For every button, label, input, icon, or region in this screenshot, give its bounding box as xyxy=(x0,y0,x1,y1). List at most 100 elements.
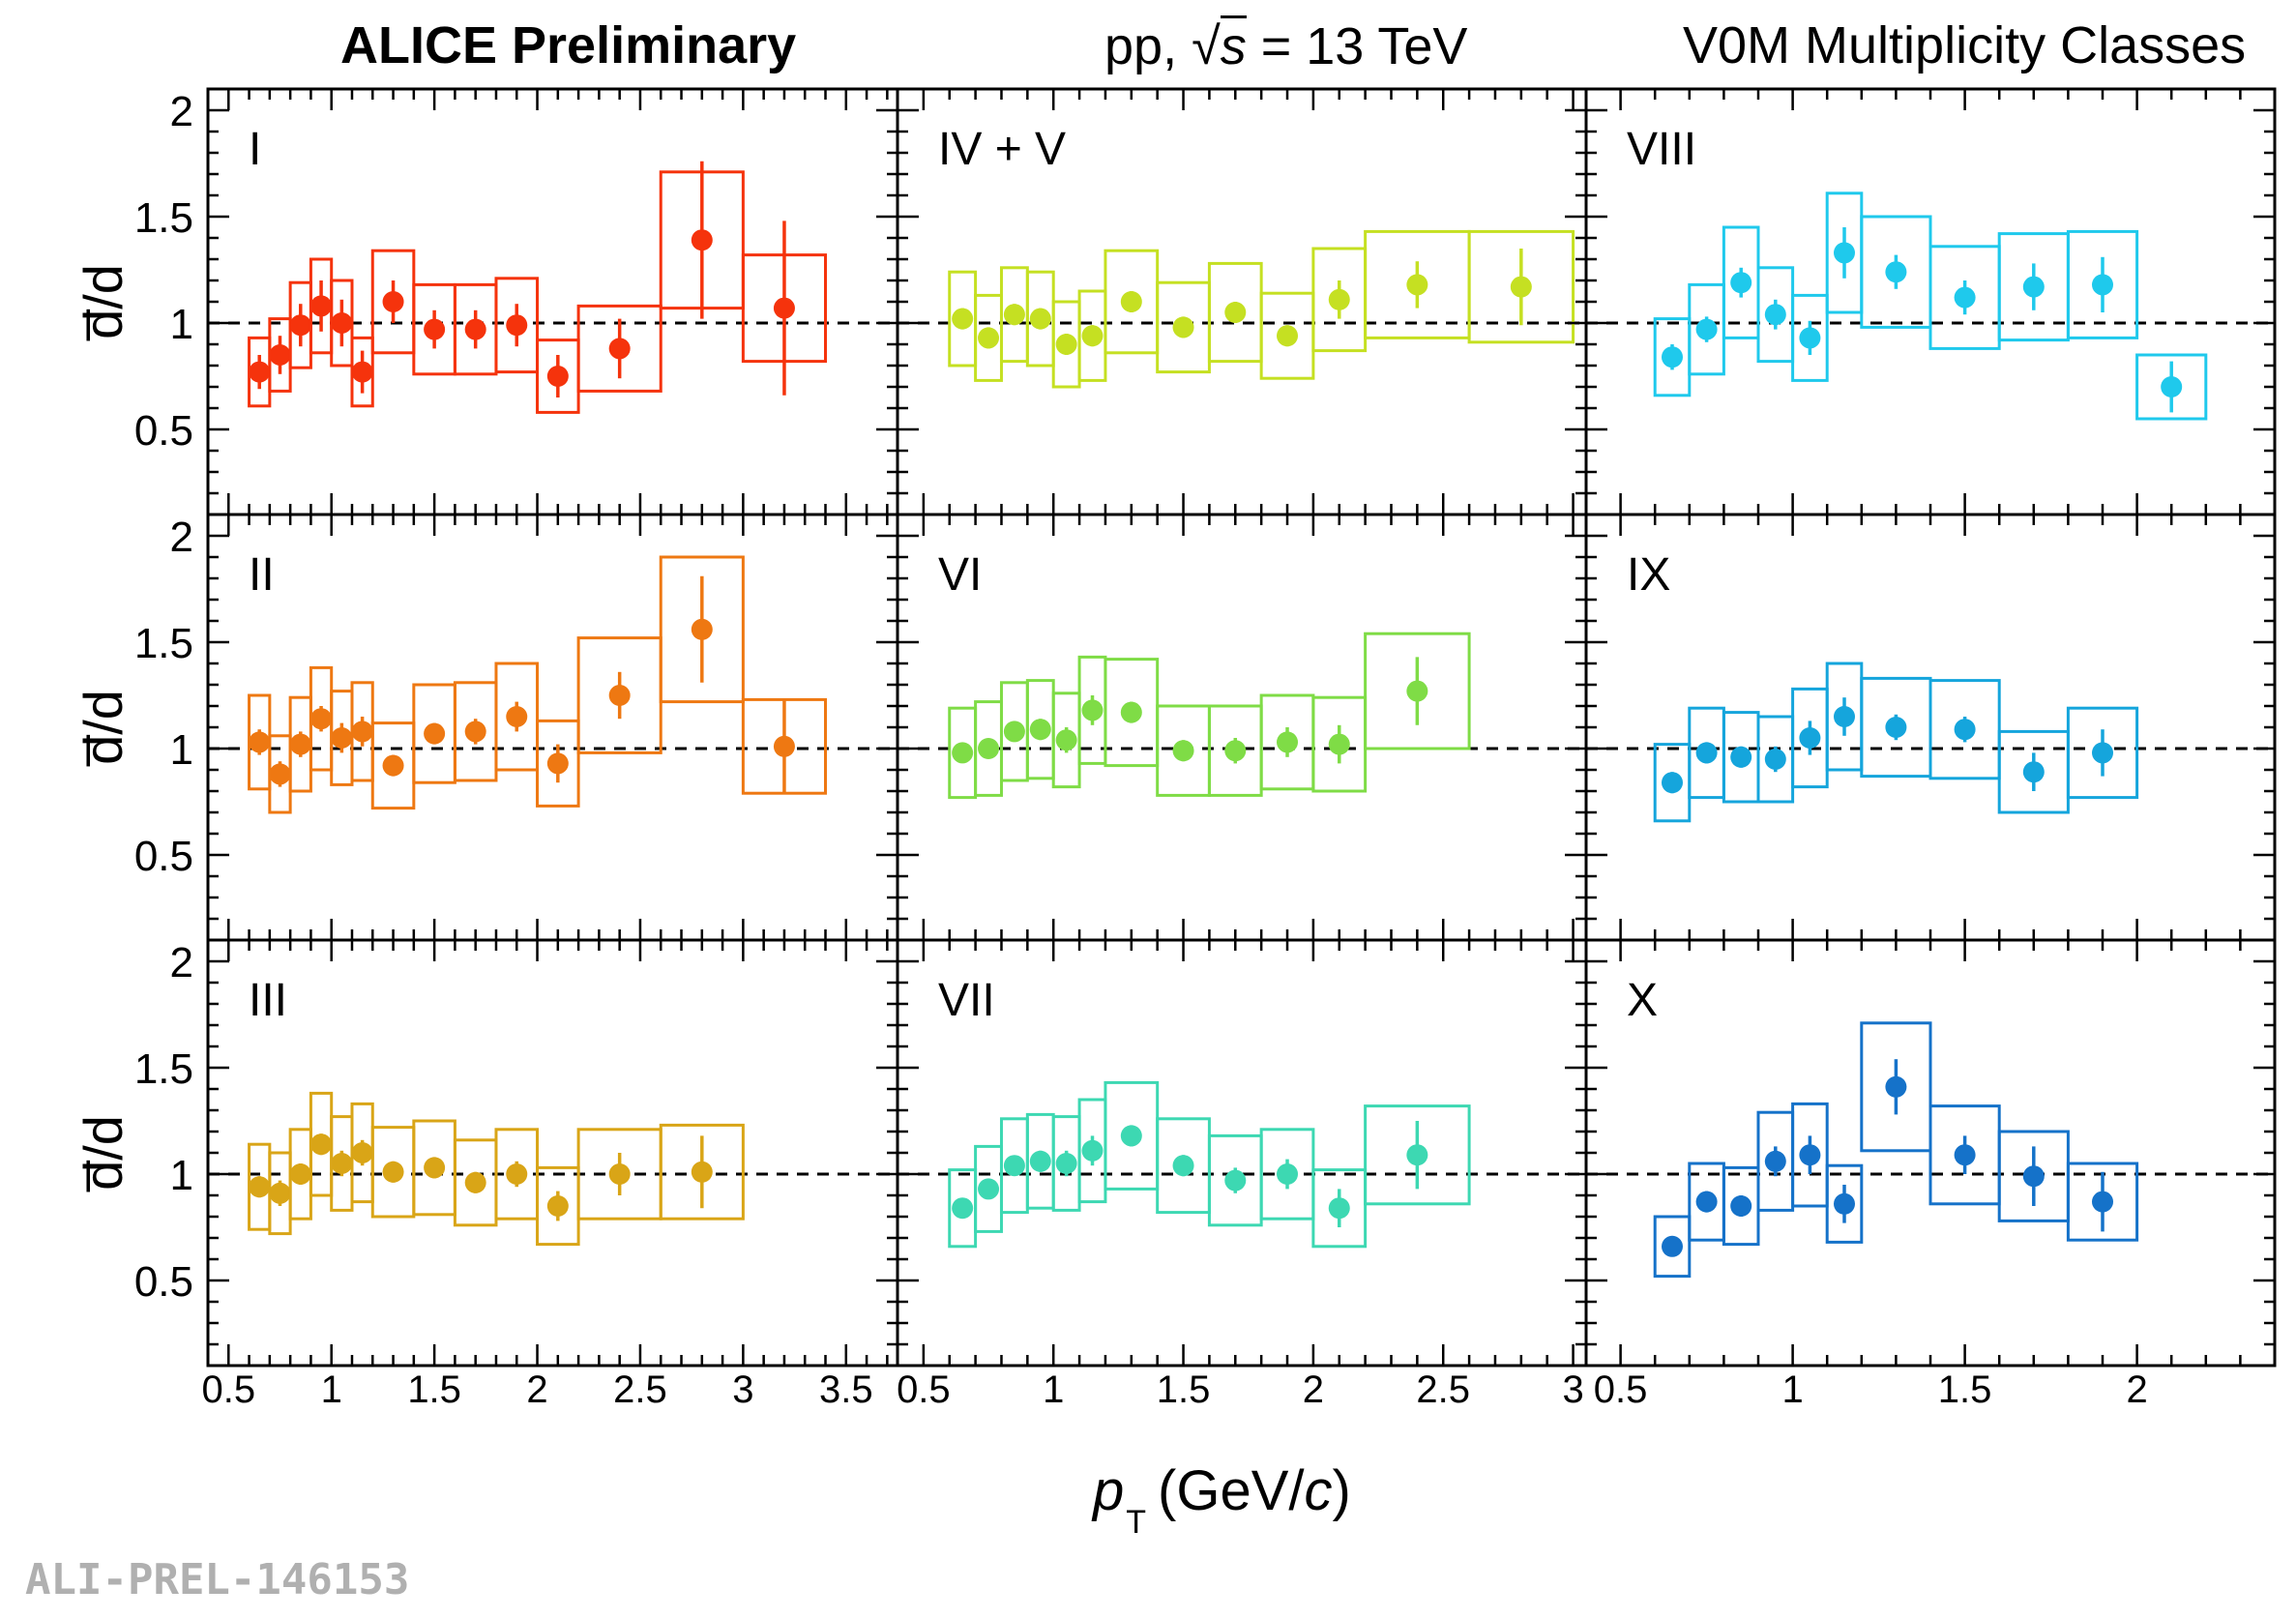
panel-ivv: IV + V xyxy=(898,124,1586,389)
systematic-box xyxy=(1825,1163,1864,1244)
panel-label: IX xyxy=(1627,549,1670,601)
data-point xyxy=(773,735,795,757)
data-point xyxy=(1885,261,1907,283)
data-point xyxy=(691,618,713,640)
data-point xyxy=(1764,1150,1786,1172)
data-point xyxy=(1695,1191,1718,1213)
data-point xyxy=(424,722,446,745)
y-tick-label: 1 xyxy=(170,301,193,348)
data-point xyxy=(1954,1144,1976,1166)
data-point xyxy=(608,1163,631,1185)
data-point xyxy=(506,1163,528,1185)
data-point xyxy=(1662,772,1683,794)
data-point xyxy=(1277,1163,1299,1185)
y-tick-label: 0.5 xyxy=(134,1258,193,1306)
data-point xyxy=(506,314,528,337)
y-tick-label: 1 xyxy=(170,1152,193,1199)
systematic-box xyxy=(1364,632,1471,750)
x-tick-label: 1.5 xyxy=(407,1368,461,1411)
data-point xyxy=(1406,1144,1428,1166)
data-point xyxy=(1954,286,1976,309)
data-point xyxy=(1885,1075,1907,1098)
data-point xyxy=(1224,1169,1247,1191)
data-point xyxy=(691,229,713,251)
data-point xyxy=(2092,1191,2113,1213)
data-point xyxy=(331,1153,353,1174)
data-point xyxy=(1328,733,1350,755)
data-point xyxy=(310,708,333,730)
header-pp: pp, xyxy=(1104,17,1178,75)
data-point xyxy=(1510,276,1532,298)
data-point xyxy=(1081,1139,1104,1162)
data-point xyxy=(249,1176,271,1198)
x-tick-label: 3 xyxy=(1562,1368,1583,1411)
systematic-box xyxy=(576,304,662,393)
systematic-box xyxy=(1791,293,1829,382)
x-axis-label-sub: T xyxy=(1126,1504,1147,1541)
data-point xyxy=(546,752,569,775)
header-sqrt-s: s xyxy=(1220,15,1247,75)
data-point xyxy=(1730,746,1752,768)
x-tick-label: 1 xyxy=(321,1368,342,1411)
systematic-box xyxy=(1860,1021,1932,1153)
data-point xyxy=(1885,717,1907,738)
data-point xyxy=(382,1161,404,1183)
data-point xyxy=(1954,719,1976,741)
data-point xyxy=(351,721,373,743)
systematic-box xyxy=(536,719,580,808)
systematic-box xyxy=(1791,1102,1829,1208)
y-tick-label: 0.5 xyxy=(134,407,193,455)
y-tick-label: 1 xyxy=(170,726,193,774)
data-point xyxy=(952,1197,974,1220)
data-point xyxy=(331,312,353,334)
data-point xyxy=(2022,1165,2045,1188)
x-tick-label: 1 xyxy=(1043,1368,1064,1411)
y-tick-label: 1.5 xyxy=(134,1045,193,1093)
data-point xyxy=(249,361,271,383)
data-point xyxy=(464,1171,486,1193)
panel-label: VIII xyxy=(1627,124,1696,175)
data-point xyxy=(1799,1144,1821,1166)
data-point xyxy=(1055,334,1077,355)
data-point xyxy=(1799,727,1821,749)
data-point xyxy=(952,742,974,764)
panel-label: VI xyxy=(938,549,982,601)
data-point xyxy=(2092,274,2113,296)
data-point xyxy=(1834,1192,1855,1215)
data-point xyxy=(1764,304,1786,326)
x-tick-label: 2 xyxy=(1303,1368,1324,1411)
data-point xyxy=(1695,742,1718,764)
data-point xyxy=(978,738,1000,759)
systematic-box xyxy=(1653,1215,1692,1279)
systematic-box xyxy=(1467,229,1575,344)
systematic-box xyxy=(2066,1162,2139,1242)
data-point xyxy=(424,318,446,340)
data-point xyxy=(1764,749,1786,770)
x-axis-label-p: p xyxy=(1093,1459,1125,1522)
header-alice-preliminary: ALICE Preliminary xyxy=(340,16,797,74)
data-point xyxy=(249,731,271,753)
data-point xyxy=(1328,288,1350,310)
data-point xyxy=(1834,242,1855,264)
panel-ix: IX xyxy=(1586,549,2275,823)
data-point xyxy=(506,706,528,727)
data-point xyxy=(691,1161,713,1183)
x-tick-label: 2 xyxy=(526,1368,547,1411)
x-tick-label: 1.5 xyxy=(1938,1368,1992,1411)
data-point xyxy=(1730,1195,1752,1217)
x-tick-label: 0.5 xyxy=(897,1368,951,1411)
systematic-box xyxy=(659,1123,745,1221)
data-point xyxy=(331,727,353,749)
systematic-box xyxy=(2066,229,2139,339)
data-point xyxy=(1224,740,1247,762)
data-point xyxy=(608,338,631,360)
data-point xyxy=(546,1195,569,1217)
panel-vii: VII xyxy=(898,975,1586,1249)
y-axis-label: d̅/d xyxy=(73,264,133,341)
data-point xyxy=(1055,1153,1077,1174)
data-point xyxy=(2022,761,2045,783)
data-point xyxy=(464,318,486,340)
systematic-box xyxy=(1311,1168,1368,1249)
panel-label: X xyxy=(1627,975,1658,1026)
data-point xyxy=(978,1178,1000,1200)
